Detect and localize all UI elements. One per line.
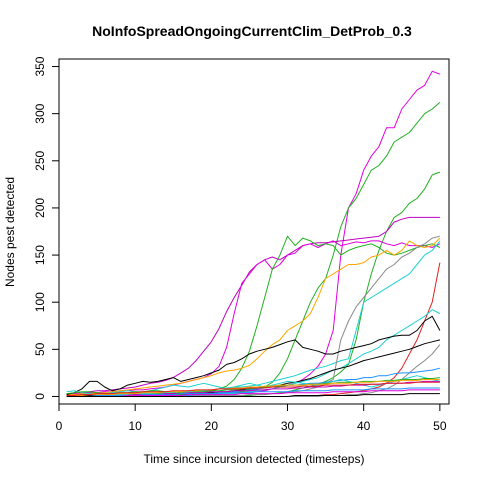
series-line-5 bbox=[66, 240, 441, 395]
y-tick-label: 150 bbox=[33, 245, 47, 265]
series-line-22 bbox=[66, 389, 440, 397]
y-tick-label: 350 bbox=[33, 56, 47, 76]
series-line-9 bbox=[66, 235, 441, 396]
x-tick-label: 0 bbox=[56, 419, 63, 433]
series-line-20 bbox=[66, 381, 440, 396]
series-line-23 bbox=[66, 393, 440, 397]
plot-area bbox=[66, 70, 441, 397]
series-line-7 bbox=[66, 237, 441, 396]
series-line-16 bbox=[66, 375, 441, 396]
y-tick-label: 0 bbox=[33, 393, 47, 400]
y-tick-label: 100 bbox=[33, 292, 47, 312]
x-axis: 0 10 20 30 40 50 bbox=[56, 403, 447, 433]
x-tick-label: 30 bbox=[281, 419, 295, 433]
y-tick-label: 300 bbox=[33, 103, 47, 123]
y-tick-label: 200 bbox=[33, 198, 47, 218]
series-line-2 bbox=[66, 102, 441, 395]
chart-title: NoInfoSpreadOngoingCurrentClim_DetProb_0… bbox=[92, 23, 412, 39]
x-tick-label: 20 bbox=[205, 419, 219, 433]
y-axis-label: Nodes pest detected bbox=[3, 177, 17, 287]
y-tick-label: 250 bbox=[33, 150, 47, 170]
series-line-19 bbox=[66, 379, 440, 396]
y-axis: 0 50 100 150 200 250 300 350 bbox=[33, 56, 60, 400]
x-tick-label: 10 bbox=[128, 419, 142, 433]
series-line-6 bbox=[66, 235, 441, 396]
series-line-12 bbox=[66, 315, 441, 396]
series-line-10 bbox=[66, 262, 441, 397]
x-tick-label: 40 bbox=[357, 419, 371, 433]
x-tick-label: 50 bbox=[433, 419, 447, 433]
x-axis-label: Time since incursion detected (timesteps… bbox=[144, 452, 365, 466]
series-line-4 bbox=[66, 216, 440, 396]
y-tick-label: 50 bbox=[33, 342, 47, 356]
series-line-8 bbox=[66, 240, 441, 397]
